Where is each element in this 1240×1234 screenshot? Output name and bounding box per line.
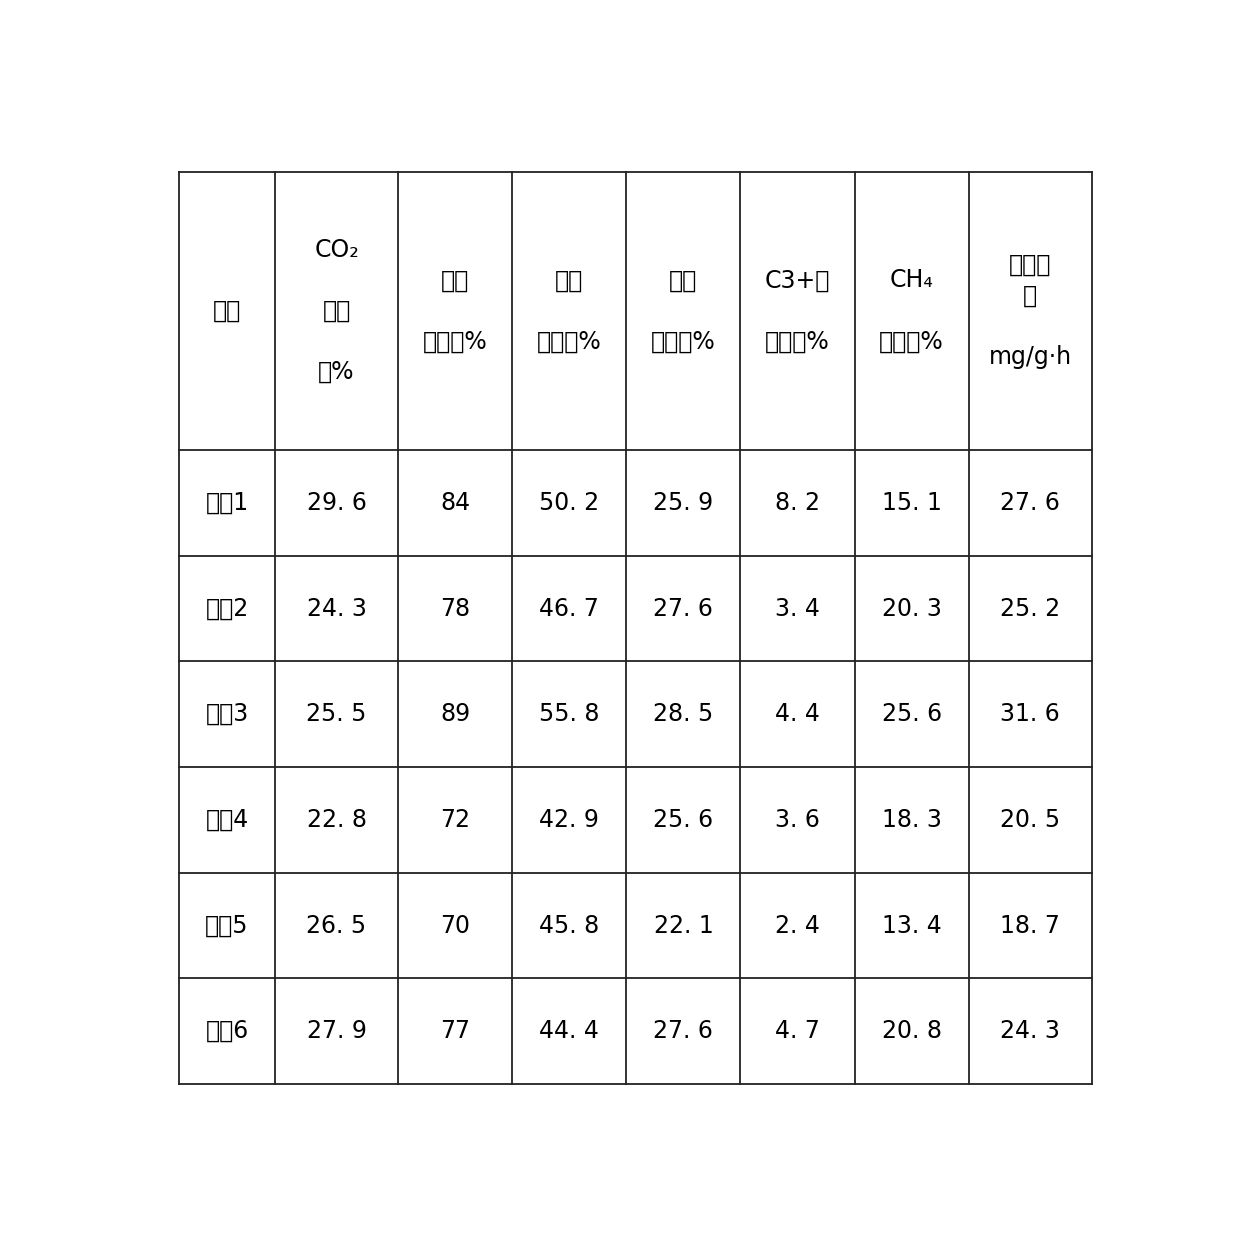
Text: 20. 3: 20. 3 — [882, 596, 941, 621]
Text: 27. 6: 27. 6 — [653, 596, 713, 621]
Text: 72: 72 — [440, 808, 470, 832]
Text: 27. 6: 27. 6 — [653, 1019, 713, 1043]
Text: 78: 78 — [440, 596, 470, 621]
Text: 46. 7: 46. 7 — [539, 596, 599, 621]
Text: 总醇

选择性%: 总醇 选择性% — [423, 268, 487, 354]
Text: 20. 5: 20. 5 — [1001, 808, 1060, 832]
Text: 22. 8: 22. 8 — [306, 808, 367, 832]
Text: 18. 7: 18. 7 — [1001, 913, 1060, 938]
Text: 4. 7: 4. 7 — [775, 1019, 820, 1043]
Text: 29. 6: 29. 6 — [306, 491, 367, 515]
Text: 序号: 序号 — [213, 299, 241, 323]
Text: 25. 6: 25. 6 — [882, 702, 941, 726]
Text: 甲醇

选择性%: 甲醇 选择性% — [537, 268, 601, 354]
Text: 4. 4: 4. 4 — [775, 702, 820, 726]
Text: 84: 84 — [440, 491, 470, 515]
Text: 15. 1: 15. 1 — [882, 491, 941, 515]
Text: 25. 9: 25. 9 — [653, 491, 713, 515]
Text: CO₂

转化

率%: CO₂ 转化 率% — [314, 238, 358, 384]
Text: 实备5: 实备5 — [205, 913, 249, 938]
Text: 42. 9: 42. 9 — [539, 808, 599, 832]
Text: 55. 8: 55. 8 — [539, 702, 600, 726]
Text: 70: 70 — [440, 913, 470, 938]
Text: 24. 3: 24. 3 — [306, 596, 367, 621]
Text: 8. 2: 8. 2 — [775, 491, 820, 515]
Text: CH₄

选择性%: CH₄ 选择性% — [879, 268, 944, 354]
Text: 24. 3: 24. 3 — [1001, 1019, 1060, 1043]
Text: 乙醇

选择性%: 乙醇 选择性% — [651, 268, 715, 354]
Text: 31. 6: 31. 6 — [1001, 702, 1060, 726]
Text: 实备1: 实备1 — [206, 491, 248, 515]
Text: 89: 89 — [440, 702, 470, 726]
Text: 实备4: 实备4 — [206, 808, 248, 832]
Text: 26. 5: 26. 5 — [306, 913, 367, 938]
Text: 22. 1: 22. 1 — [653, 913, 713, 938]
Text: 13. 4: 13. 4 — [882, 913, 941, 938]
Text: 3. 6: 3. 6 — [775, 808, 820, 832]
Text: 50. 2: 50. 2 — [539, 491, 599, 515]
Text: 27. 9: 27. 9 — [306, 1019, 367, 1043]
Text: 实备3: 实备3 — [206, 702, 248, 726]
Text: 44. 4: 44. 4 — [539, 1019, 599, 1043]
Text: 25. 5: 25. 5 — [306, 702, 367, 726]
Text: 3. 4: 3. 4 — [775, 596, 820, 621]
Text: 总醇产
率

mg/g·h: 总醇产 率 mg/g·h — [988, 253, 1071, 369]
Text: 28. 5: 28. 5 — [653, 702, 713, 726]
Text: 25. 2: 25. 2 — [1001, 596, 1060, 621]
Text: 20. 8: 20. 8 — [882, 1019, 941, 1043]
Text: 45. 8: 45. 8 — [539, 913, 599, 938]
Text: 实备2: 实备2 — [206, 596, 248, 621]
Text: 实备6: 实备6 — [206, 1019, 248, 1043]
Text: 27. 6: 27. 6 — [1001, 491, 1060, 515]
Text: 25. 6: 25. 6 — [653, 808, 713, 832]
Text: 2. 4: 2. 4 — [775, 913, 820, 938]
Text: 18. 3: 18. 3 — [882, 808, 941, 832]
Text: 77: 77 — [440, 1019, 470, 1043]
Text: C3+醇

选择性%: C3+醇 选择性% — [765, 268, 831, 354]
